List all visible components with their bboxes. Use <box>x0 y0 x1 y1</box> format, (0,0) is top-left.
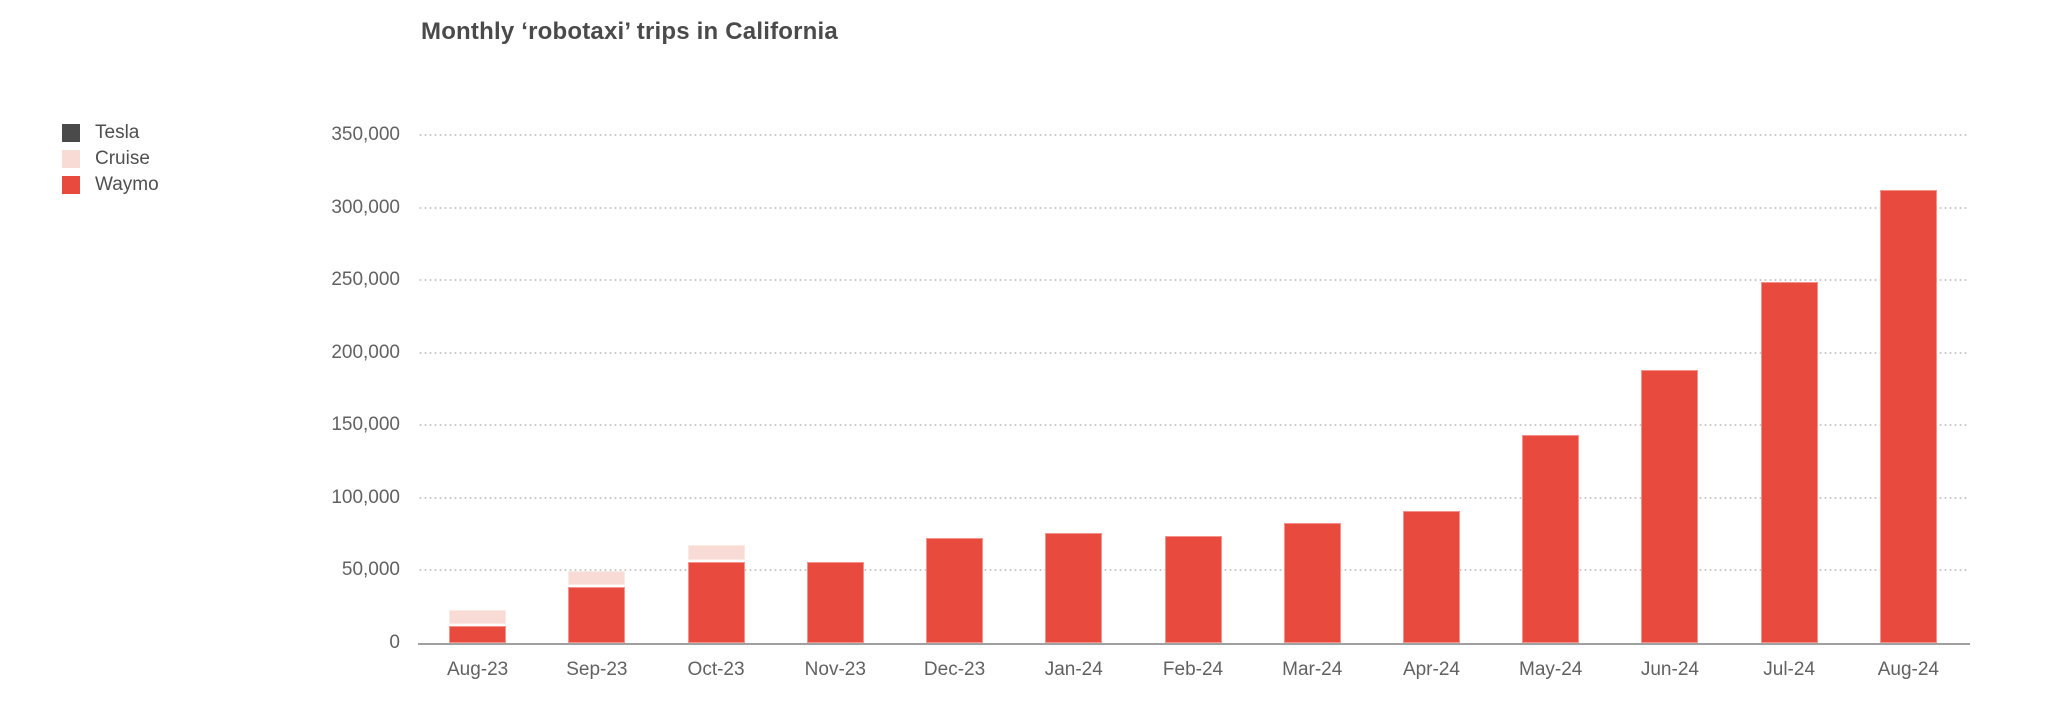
y-tick-label-150000: 150,000 <box>331 414 400 436</box>
legend-item-tesla: Tesla <box>62 122 159 143</box>
legend-swatch-tesla <box>62 124 80 142</box>
bar-segment-cruise-oct-23 <box>687 545 745 561</box>
legend-label-waymo: Waymo <box>95 174 159 195</box>
bar-segment-waymo-mar-24 <box>1283 522 1341 643</box>
bar-segment-waymo-may-24 <box>1522 435 1580 643</box>
x-tick-label-jul-24: Jul-24 <box>1763 659 1816 680</box>
y-tick-label-200000: 200,000 <box>331 341 400 363</box>
x-tick-label-aug-23: Aug-23 <box>446 659 509 680</box>
bar-segment-waymo-jan-24 <box>1045 532 1103 643</box>
bar-feb-24 <box>1164 536 1222 643</box>
x-axis-baseline <box>418 643 1970 645</box>
bar-aug-23 <box>449 610 507 643</box>
gridline-300000 <box>418 206 1968 209</box>
bar-segment-divider <box>568 585 626 588</box>
bar-segment-waymo-jul-24 <box>1760 281 1818 643</box>
legend-label-tesla: Tesla <box>95 122 140 143</box>
x-tick-label-dec-23: Dec-23 <box>923 659 986 680</box>
bar-jul-24 <box>1760 281 1818 643</box>
bar-segment-divider <box>449 623 507 626</box>
bar-sep-23 <box>568 571 626 643</box>
gridline-250000 <box>418 279 1968 282</box>
bar-nov-23 <box>806 561 864 643</box>
legend-item-cruise: Cruise <box>62 148 159 169</box>
bar-aug-24 <box>1879 190 1937 643</box>
bar-segment-cruise-aug-23 <box>449 610 507 624</box>
bar-segment-waymo-aug-24 <box>1879 190 1937 643</box>
bar-apr-24 <box>1402 510 1460 643</box>
x-tick-label-aug-24: Aug-24 <box>1877 659 1940 680</box>
legend-swatch-waymo <box>62 176 80 194</box>
gridline-100000 <box>418 496 1968 499</box>
legend-swatch-cruise <box>62 150 80 168</box>
bar-mar-24 <box>1283 522 1341 643</box>
bar-segment-divider <box>687 560 745 563</box>
x-tick-label-may-24: May-24 <box>1519 659 1583 680</box>
bar-segment-waymo-oct-23 <box>687 562 745 643</box>
x-tick-label-jan-24: Jan-24 <box>1044 659 1103 680</box>
x-tick-label-sep-23: Sep-23 <box>566 659 628 680</box>
legend-label-cruise: Cruise <box>95 148 150 169</box>
x-tick-label-oct-23: Oct-23 <box>687 659 745 680</box>
bar-segment-waymo-apr-24 <box>1402 510 1460 643</box>
y-tick-label-0: 0 <box>389 632 400 653</box>
y-tick-label-350000: 350,000 <box>331 124 400 145</box>
y-tick-label-100000: 100,000 <box>331 486 400 508</box>
x-tick-label-jun-24: Jun-24 <box>1640 659 1699 680</box>
bar-jan-24 <box>1045 532 1103 643</box>
bar-segment-waymo-nov-23 <box>806 561 864 643</box>
x-tick-label-nov-23: Nov-23 <box>804 659 866 680</box>
x-tick-label-feb-24: Feb-24 <box>1162 659 1224 680</box>
bar-segment-waymo-dec-23 <box>926 538 984 643</box>
bar-dec-23 <box>926 538 984 643</box>
bar-segment-waymo-aug-23 <box>449 625 507 643</box>
bar-oct-23 <box>687 545 745 643</box>
legend: Tesla Cruise Waymo <box>62 122 159 202</box>
bar-segment-cruise-sep-23 <box>568 571 626 586</box>
bar-jun-24 <box>1641 370 1699 643</box>
legend-item-waymo: Waymo <box>62 174 159 195</box>
x-tick-label-apr-24: Apr-24 <box>1402 659 1460 680</box>
gridline-200000 <box>418 351 1968 354</box>
bar-segment-waymo-sep-23 <box>568 587 626 643</box>
gridline-150000 <box>418 424 1968 427</box>
y-tick-label-50000: 50,000 <box>341 559 400 581</box>
x-tick-label-mar-24: Mar-24 <box>1282 659 1343 680</box>
y-tick-label-250000: 250,000 <box>331 269 400 291</box>
chart-title: Monthly ‘robotaxi’ trips in California <box>421 18 838 45</box>
bar-segment-waymo-jun-24 <box>1641 370 1699 643</box>
bar-may-24 <box>1522 435 1580 643</box>
gridline-350000 <box>418 134 1968 136</box>
bar-segment-waymo-feb-24 <box>1164 536 1222 643</box>
y-tick-label-300000: 300,000 <box>331 196 400 218</box>
